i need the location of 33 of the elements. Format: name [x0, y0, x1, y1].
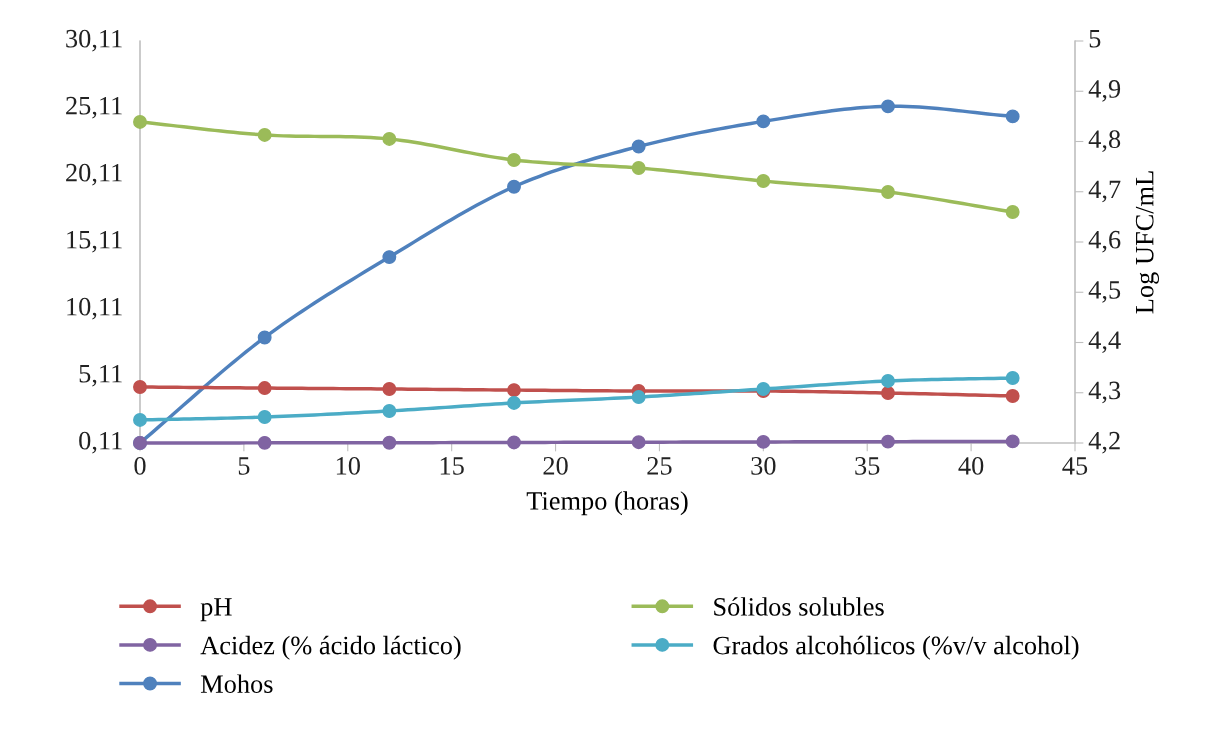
- y2-tick-label: 4,5: [1088, 281, 1121, 303]
- x-tick-label: 25: [647, 457, 672, 475]
- y-tick-label: 25,11: [66, 96, 122, 119]
- legend-label: Acidez (% ácido láctico): [200, 635, 461, 660]
- x-tick-label: 20: [543, 456, 568, 475]
- x-tick-label: 0: [134, 456, 146, 475]
- x-tick-label: 40: [958, 456, 984, 475]
- legend-label: pH: [200, 598, 232, 622]
- x-tick-label: 10: [336, 456, 360, 475]
- y2-tick-label: 4,8: [1088, 130, 1121, 152]
- legend-label: Sólidos solubles: [714, 597, 884, 616]
- y-tick-label: 15,11: [67, 230, 122, 253]
- y-tick-label: 10,11: [67, 297, 122, 320]
- x-tick-label: 35: [855, 457, 880, 475]
- legend-label: Mohos: [200, 674, 273, 693]
- y2-tick-label: 4,2: [1088, 431, 1120, 454]
- x-tick-label: 45: [1062, 457, 1088, 475]
- x-tick-label: 30: [751, 456, 776, 475]
- legend-label: Grados alcohólicos (%v/v alcohol): [713, 635, 1079, 660]
- x-tick-label: 15: [440, 457, 464, 475]
- x-tick-label: 5: [238, 457, 250, 475]
- y-tick-label: 5,11: [79, 364, 122, 387]
- y-tick-label: 0,11: [79, 431, 122, 454]
- y2-tick-label: 5: [1089, 30, 1101, 48]
- y2-tick-label: 4,3: [1088, 381, 1121, 404]
- y2-tick-label: 4,9: [1088, 80, 1121, 102]
- y2-tick-label: 4,7: [1088, 180, 1121, 203]
- y2-axis-title: Log UFC/mL: [1135, 171, 1159, 314]
- y-tick-label: 30,11: [66, 29, 122, 52]
- y2-tick-label: 4,4: [1088, 331, 1121, 353]
- y-tick-label: 20,11: [66, 163, 122, 186]
- x-axis-title: Tiempo (horas): [526, 491, 688, 516]
- y2-tick-label: 4,6: [1088, 230, 1121, 253]
